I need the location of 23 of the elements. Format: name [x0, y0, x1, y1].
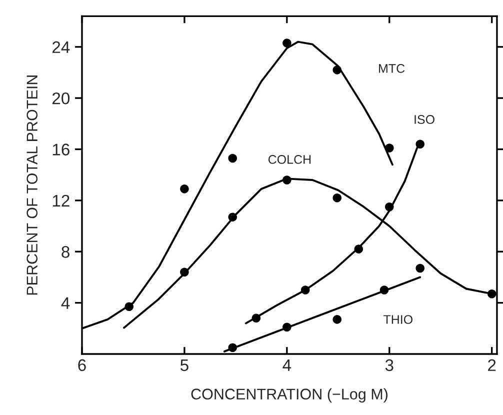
y-tick-label: 24 [52, 41, 70, 53]
point [332, 193, 342, 202]
y-tick-label: 8 [62, 246, 70, 258]
y-axis-title: PERCENT OF TOTAL PROTEIN [26, 76, 38, 295]
x-tick-label: 3 [385, 359, 394, 372]
x-axis-title: CONCENTRATION (−Log M) [191, 388, 388, 403]
point [332, 315, 342, 324]
y-tick-label: 16 [52, 144, 70, 156]
point [416, 264, 425, 273]
annotation: ISO [414, 115, 434, 124]
annotation: THIO [383, 315, 412, 324]
x-tick-label: 4 [282, 359, 292, 371]
y-tick-label: 20 [52, 92, 70, 104]
annotation: COLCH [268, 155, 311, 164]
x-tick-label: 2 [488, 359, 496, 371]
x-tick-label: 5 [180, 359, 188, 372]
point [282, 38, 292, 48]
point [180, 184, 189, 194]
x-tick-label: 6 [78, 359, 86, 372]
annotation: MTC [379, 64, 405, 73]
y-tick-label: 4 [61, 297, 70, 309]
y-tick-label: 12 [52, 194, 70, 206]
point [228, 154, 237, 163]
